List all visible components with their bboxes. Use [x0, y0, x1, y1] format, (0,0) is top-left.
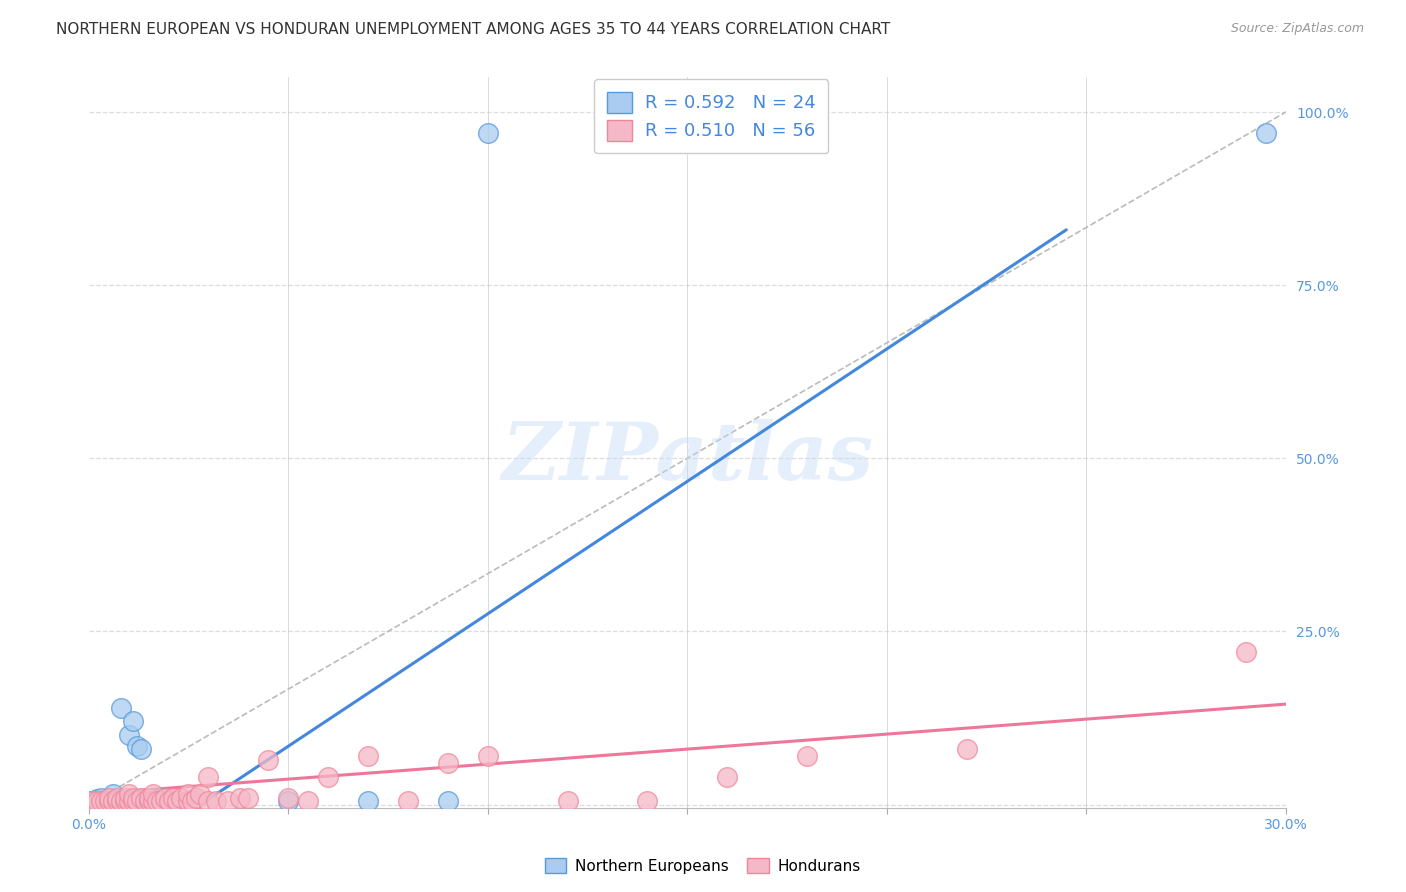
Point: [110, 794, 132, 808]
Point: [217, 794, 239, 808]
Point: [117, 787, 139, 801]
Point: [105, 790, 128, 805]
Point: [77, 794, 100, 808]
Point: [229, 790, 252, 805]
Point: [796, 749, 818, 764]
Point: [190, 787, 212, 801]
Point: [437, 756, 460, 770]
Point: [1234, 645, 1257, 659]
Point: [125, 739, 148, 753]
Point: [437, 794, 460, 808]
Point: [153, 790, 176, 805]
Point: [197, 770, 219, 784]
Point: [82, 794, 104, 808]
Point: [186, 790, 208, 805]
Point: [145, 794, 167, 808]
Point: [93, 794, 115, 808]
Point: [117, 794, 139, 808]
Point: [121, 714, 143, 729]
Point: [166, 794, 188, 808]
Point: [157, 794, 180, 808]
Point: [110, 794, 132, 808]
Point: [181, 794, 204, 808]
Point: [636, 794, 658, 808]
Point: [716, 770, 738, 784]
Point: [955, 742, 977, 756]
Point: [357, 749, 380, 764]
Point: [101, 794, 124, 808]
Text: ZIPatlas: ZIPatlas: [501, 418, 873, 496]
Point: [177, 787, 200, 801]
Point: [138, 794, 160, 808]
Point: [86, 794, 108, 808]
Point: [197, 794, 219, 808]
Point: [142, 794, 165, 808]
Legend: R = 0.592   N = 24, R = 0.510   N = 56: R = 0.592 N = 24, R = 0.510 N = 56: [595, 79, 828, 153]
Point: [157, 794, 180, 808]
Point: [205, 794, 228, 808]
Point: [97, 794, 120, 808]
Point: [105, 794, 128, 808]
Point: [277, 790, 299, 805]
Point: [97, 790, 120, 805]
Point: [114, 794, 136, 808]
Point: [90, 790, 112, 805]
Point: [121, 790, 143, 805]
Point: [357, 794, 380, 808]
Point: [138, 794, 160, 808]
Point: [149, 794, 172, 808]
Point: [110, 700, 132, 714]
Point: [277, 794, 299, 808]
Point: [177, 794, 200, 808]
Point: [129, 742, 152, 756]
Point: [86, 792, 108, 806]
Point: [90, 794, 112, 808]
Point: [142, 787, 165, 801]
Point: [129, 790, 152, 805]
Point: [134, 794, 156, 808]
Point: [97, 794, 120, 808]
Point: [177, 794, 200, 808]
Legend: Northern Europeans, Hondurans: Northern Europeans, Hondurans: [538, 852, 868, 880]
Point: [134, 794, 156, 808]
Point: [238, 790, 260, 805]
Point: [257, 752, 280, 766]
Point: [117, 728, 139, 742]
Point: [114, 790, 136, 805]
Point: [138, 790, 160, 805]
Point: [297, 794, 319, 808]
Point: [121, 794, 143, 808]
Point: [557, 794, 579, 808]
Point: [101, 787, 124, 801]
Point: [316, 770, 339, 784]
Point: [477, 126, 499, 140]
Text: NORTHERN EUROPEAN VS HONDURAN UNEMPLOYMENT AMONG AGES 35 TO 44 YEARS CORRELATION: NORTHERN EUROPEAN VS HONDURAN UNEMPLOYME…: [56, 22, 890, 37]
Point: [1254, 126, 1277, 140]
Point: [166, 794, 188, 808]
Point: [149, 790, 172, 805]
Point: [162, 790, 184, 805]
Point: [169, 790, 191, 805]
Point: [477, 749, 499, 764]
Point: [77, 794, 100, 808]
Point: [142, 790, 165, 805]
Text: Source: ZipAtlas.com: Source: ZipAtlas.com: [1230, 22, 1364, 36]
Point: [125, 794, 148, 808]
Point: [396, 794, 419, 808]
